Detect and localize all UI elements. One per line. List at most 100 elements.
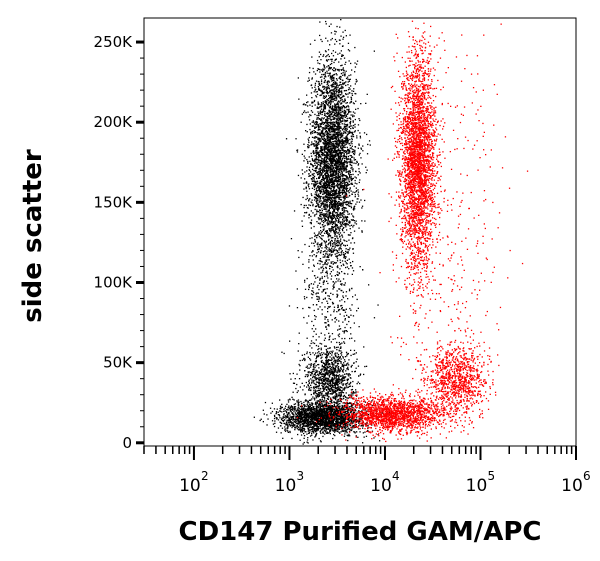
data-point (319, 134, 321, 137)
data-point (341, 145, 343, 147)
data-point (320, 183, 322, 185)
data-point (337, 206, 339, 208)
data-point (344, 195, 346, 198)
data-point (320, 111, 323, 113)
data-point (338, 247, 340, 250)
data-point (355, 391, 357, 393)
data-point (328, 69, 330, 71)
data-point (347, 362, 349, 364)
data-point (325, 213, 327, 215)
data-point (347, 202, 349, 204)
data-point (351, 337, 353, 339)
data-point (328, 166, 330, 168)
data-point (321, 180, 323, 182)
data-point (352, 215, 354, 217)
data-point (328, 111, 331, 113)
data-point (351, 90, 353, 92)
data-point (329, 127, 331, 129)
data-point (317, 80, 319, 83)
data-point (334, 174, 336, 176)
data-point (357, 174, 359, 176)
data-point (326, 230, 328, 232)
data-point (338, 320, 340, 322)
data-point (309, 222, 311, 224)
data-point (337, 369, 339, 371)
data-point (348, 87, 350, 89)
data-point (330, 146, 332, 148)
data-point (325, 388, 327, 391)
data-point (332, 118, 334, 120)
data-point (337, 117, 339, 119)
data-point (329, 305, 331, 308)
data-point (324, 378, 326, 381)
data-point (360, 148, 363, 150)
data-point (328, 209, 330, 212)
data-point (335, 262, 337, 264)
data-point (308, 372, 310, 374)
data-point (354, 191, 356, 194)
data-point (335, 107, 338, 109)
data-point (354, 83, 356, 85)
data-point (337, 101, 339, 104)
data-point (321, 201, 324, 203)
data-point (329, 356, 331, 358)
data-point (317, 153, 319, 155)
data-point (331, 105, 334, 107)
data-point (310, 389, 312, 391)
data-point (305, 366, 307, 368)
data-point (351, 415, 353, 417)
data-point (336, 131, 338, 134)
data-point (327, 82, 329, 84)
data-point (315, 96, 318, 98)
data-point (341, 251, 343, 253)
data-point (354, 179, 356, 182)
data-point (329, 111, 331, 113)
data-point (308, 363, 310, 366)
data-point (318, 387, 320, 390)
data-point (326, 133, 328, 135)
data-point (355, 220, 357, 222)
data-point (304, 171, 306, 173)
data-point (326, 183, 328, 186)
data-point (339, 182, 341, 184)
data-point (319, 156, 322, 158)
data-point (326, 280, 328, 282)
data-point (325, 127, 327, 129)
data-point (340, 168, 342, 170)
data-point (329, 99, 331, 101)
data-point (333, 150, 335, 152)
data-point (335, 103, 338, 106)
data-point (332, 172, 334, 174)
data-point (341, 114, 344, 117)
data-point (325, 168, 328, 170)
data-point (342, 149, 345, 151)
data-point (329, 382, 331, 385)
data-point (334, 387, 337, 389)
data-point (318, 217, 320, 219)
data-point (330, 222, 332, 224)
data-point (337, 69, 339, 71)
data-point (337, 159, 339, 162)
data-point (321, 235, 323, 237)
scatter-points (253, 19, 529, 445)
data-point (332, 86, 334, 88)
data-point (356, 310, 358, 312)
data-point (293, 210, 296, 212)
data-point (358, 201, 361, 203)
data-point (354, 66, 357, 68)
data-point (341, 139, 343, 141)
data-point (320, 190, 323, 192)
data-point (349, 123, 351, 125)
data-point (313, 186, 316, 188)
data-point (345, 203, 347, 205)
data-point (327, 396, 330, 398)
data-point (331, 173, 333, 175)
data-point (334, 367, 336, 370)
data-point (327, 395, 329, 397)
data-point (325, 59, 328, 62)
data-point (338, 109, 340, 111)
data-point (324, 246, 326, 249)
data-point (330, 168, 332, 170)
data-point (348, 359, 350, 361)
data-point (342, 186, 344, 188)
